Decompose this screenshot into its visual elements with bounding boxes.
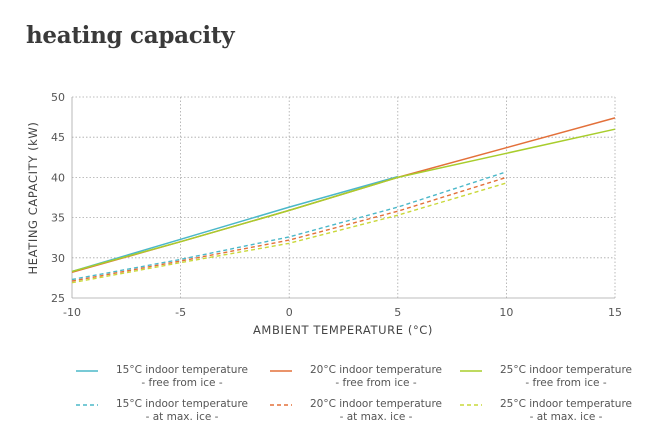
x-tick-label: 0 [286,306,293,319]
legend-sublabel: - at max. ice - [529,411,603,423]
legend-swatch [270,370,292,372]
legend-swatch [460,404,482,406]
legend-label: 25°C indoor temperature [499,364,633,376]
x-tick-label: 15 [608,306,622,319]
plot-area [71,117,616,284]
legend-item: 15°C indoor temperature - free from ice - [76,364,276,394]
legend-item: 20°C indoor temperature - free from ice - [270,364,470,394]
y-tick-label: 35 [51,212,65,225]
grid [71,96,616,299]
legend-swatch [460,370,482,372]
y-tick-label: 50 [51,91,65,104]
series-line-3 [71,128,616,273]
legend-sublabel: - at max. ice - [339,411,413,423]
heating-capacity-chart: -10 -5 0 5 10 15 25 30 35 40 45 50 HEATING CAPACITY… [26,91,622,337]
x-axis-label: AMBIENT TEMPERATURE (°C) [253,323,433,337]
axis-ticks: -10 -5 0 5 10 15 25 30 35 40 45 50 [51,91,622,319]
series-line-1 [71,175,399,273]
legend-label: 20°C indoor temperature [309,364,443,376]
series-line-5 [71,176,507,282]
legend-label: 25°C indoor temperature [499,398,633,410]
y-tick-label: 40 [51,171,65,184]
series-line-6 [71,182,507,284]
legend-label: 15°C indoor temperature [115,364,249,376]
legend-item: 25°C indoor temperature - at max. ice - [460,398,647,428]
x-tick-label: 10 [499,306,513,319]
legend-item: 15°C indoor temperature - at max. ice - [76,398,276,428]
page-title: heating capacity [26,22,235,49]
legend-swatch [270,404,292,406]
legend-label: 20°C indoor temperature [309,398,443,410]
legend-sublabel: - at max. ice - [145,411,219,423]
x-tick-label: -10 [63,306,81,319]
legend-sublabel: - free from ice - [141,377,223,389]
x-tick-label: 5 [394,306,401,319]
legend-item: 25°C indoor temperature - free from ice - [460,364,647,394]
legend-sublabel: - free from ice - [525,377,607,389]
y-tick-label: 25 [51,292,65,305]
y-tick-label: 45 [51,131,65,144]
legend-sublabel: - free from ice - [335,377,417,389]
y-tick-label: 30 [51,252,65,265]
x-tick-label: -5 [175,306,186,319]
legend-item: 20°C indoor temperature - at max. ice - [270,398,470,428]
legend-swatch [76,404,98,406]
series-line-4 [71,171,507,281]
legend-label: 15°C indoor temperature [115,398,249,410]
legend-swatch [76,370,98,372]
y-axis-label: HEATING CAPACITY (kW) [26,122,40,275]
